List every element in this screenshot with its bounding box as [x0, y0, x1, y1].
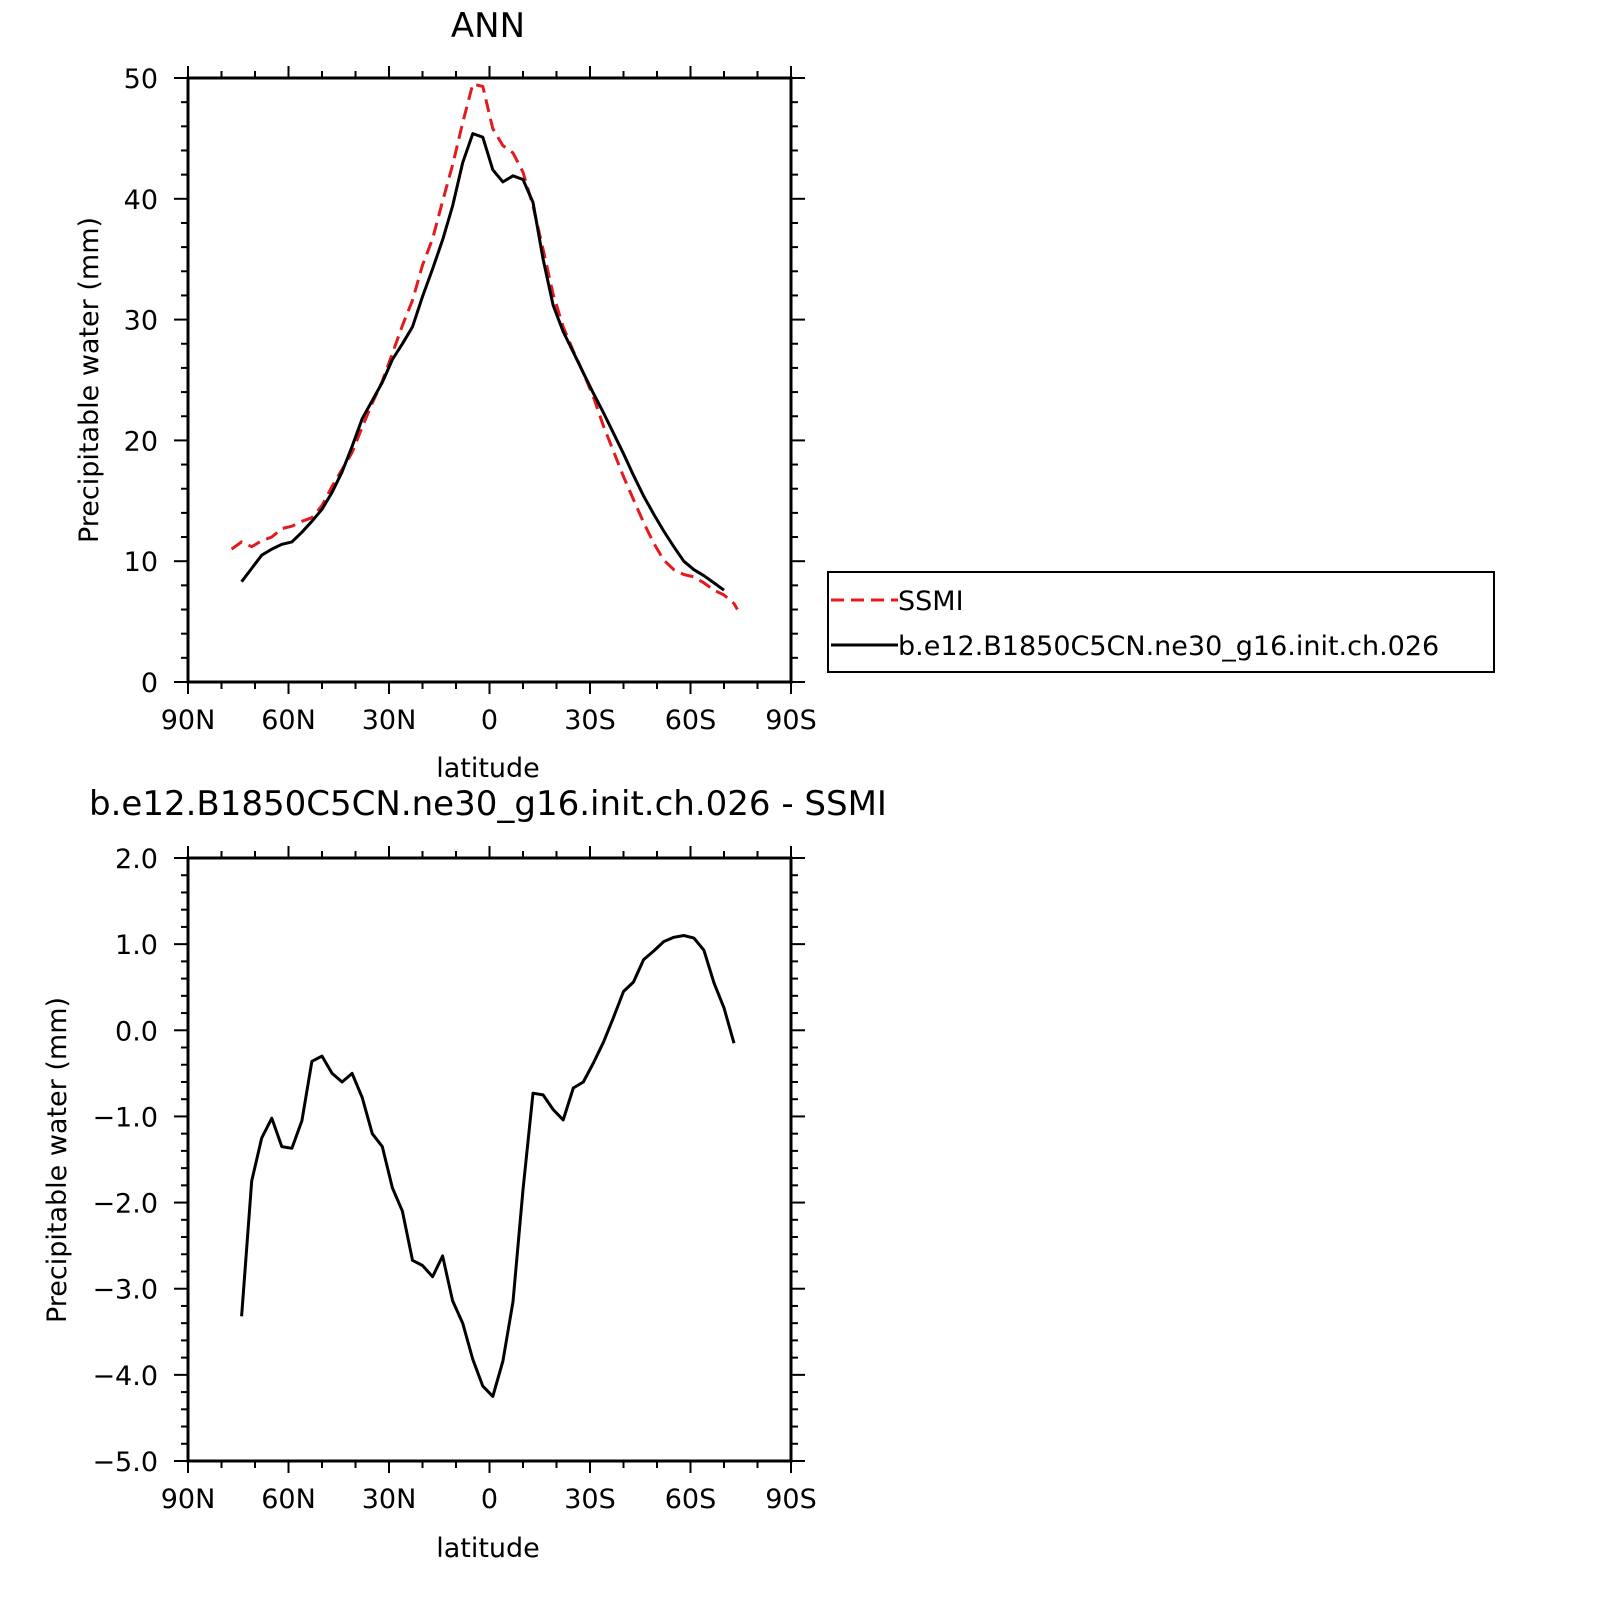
panel-top-ticks: 90N 60N 30N 0 30S 60S 90S 0 10 20 30 40 50 [124, 64, 817, 736]
y-tick-label: −1.0 [92, 1102, 158, 1133]
y-tick-label: 0.0 [115, 1016, 158, 1047]
y-tick-label: −3.0 [92, 1275, 158, 1306]
y-tick-label: 1.0 [115, 930, 158, 961]
series-line-difference [240, 934, 736, 1398]
y-tick-label: 0 [141, 668, 158, 699]
y-tick-label: −2.0 [92, 1189, 158, 1220]
x-tick-label: 60S [665, 1484, 717, 1515]
x-tick-label: 0 [481, 705, 498, 736]
panel-bottom-title: b.e12.B1850C5CN.ne30_g16.init.ch.026 - S… [89, 784, 887, 824]
y-tick-label: 20 [124, 426, 158, 457]
x-tick-label: 90S [765, 1484, 817, 1515]
panel-bottom-ticks: 90N 60N 30N 0 30S 60S 90S 2.0 1.0 0.0 −1.0 −2.0 −3.0… [92, 844, 816, 1515]
x-tick-label: 60N [261, 705, 316, 736]
y-tick-label: 40 [124, 185, 158, 216]
y-tick-label: 10 [124, 547, 158, 578]
legend-label-model: b.e12.B1850C5CN.ne30_g16.init.ch.026 [898, 631, 1439, 662]
panel-bottom-ylabel: Precipitable water (mm) [42, 997, 73, 1323]
panel-top-ylabel: Precipitable water (mm) [74, 217, 105, 543]
x-tick-label: 90N [161, 705, 216, 736]
series-line-b-e12-b1850c5cn-ne30-g16-init-ch-026 [240, 132, 725, 592]
panel-top-title: ANN [451, 6, 525, 46]
legend: SSMI b.e12.B1850C5CN.ne30_g16.init.ch.02… [827, 571, 1495, 673]
x-tick-label: 0 [481, 1484, 498, 1515]
panel-top: ANN 90N 60N 30N 0 30S 60S 90S 0 10 20 30 40 50 latit… [74, 6, 817, 784]
series-line-ssmi [230, 82, 739, 611]
legend-box [827, 571, 1495, 673]
y-tick-label: −5.0 [92, 1447, 158, 1478]
x-tick-label: 60N [261, 1484, 316, 1515]
x-tick-label: 30S [564, 705, 616, 736]
panel-bottom-xlabel: latitude [436, 1533, 540, 1564]
panel-top-xlabel: latitude [436, 753, 540, 784]
panel-bottom-series [240, 934, 736, 1398]
x-tick-label: 90N [161, 1484, 216, 1515]
y-tick-label: 50 [124, 64, 158, 95]
x-tick-label: 90S [765, 705, 817, 736]
panel-top-frame [186, 76, 793, 684]
x-tick-label: 60S [665, 705, 717, 736]
panel-top-series [230, 82, 739, 611]
y-tick-label: 2.0 [115, 844, 158, 875]
legend-label-ssmi: SSMI [898, 586, 964, 617]
y-tick-label: −4.0 [92, 1361, 158, 1392]
x-tick-label: 30N [362, 1484, 417, 1515]
x-tick-label: 30S [564, 1484, 616, 1515]
panel-bottom: b.e12.B1850C5CN.ne30_g16.init.ch.026 - S… [42, 784, 887, 1564]
y-tick-label: 30 [124, 306, 158, 337]
x-tick-label: 30N [362, 705, 417, 736]
